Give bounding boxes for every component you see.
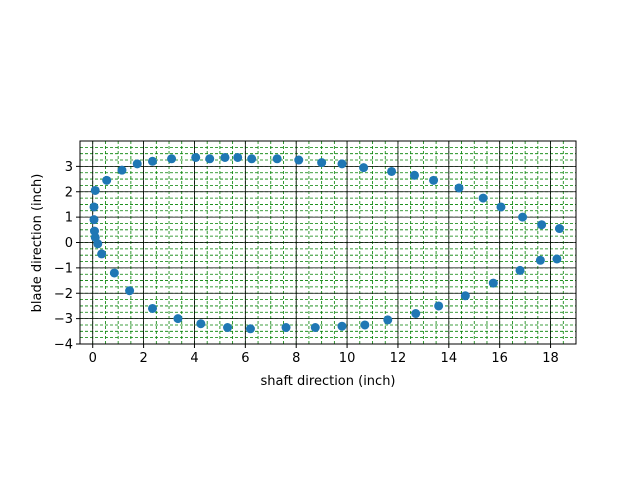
data-point <box>89 202 99 212</box>
data-point <box>167 154 177 164</box>
data-point <box>478 193 488 203</box>
x-axis-ticks: 0 2 4 6 8 10 12 14 16 18 <box>89 344 559 366</box>
data-point <box>488 278 498 288</box>
x-tick-label: 16 <box>491 351 508 366</box>
plot-area <box>79 140 577 345</box>
data-point <box>383 315 393 325</box>
data-point <box>90 185 100 195</box>
x-tick-label: 14 <box>441 351 458 366</box>
data-point <box>411 309 421 319</box>
data-point <box>205 154 215 164</box>
data-point <box>454 183 464 193</box>
x-tick-label: 18 <box>542 351 559 366</box>
data-point <box>147 303 157 313</box>
x-tick-label: 10 <box>339 351 356 366</box>
data-points <box>89 152 564 334</box>
x-axis-label: shaft direction (inch) <box>260 374 395 389</box>
data-point <box>460 291 470 301</box>
y-tick-label: −2 <box>54 287 73 302</box>
data-point <box>109 268 119 278</box>
data-point <box>409 170 419 180</box>
y-tick-label: 0 <box>65 236 73 251</box>
data-point <box>552 254 562 264</box>
data-point <box>93 239 103 249</box>
y-axis-label: blade direction (inch) <box>30 174 45 313</box>
data-point <box>515 265 525 275</box>
data-point <box>429 175 439 185</box>
data-point <box>233 152 243 162</box>
data-point <box>220 152 230 162</box>
data-point <box>294 155 304 165</box>
x-tick-label: 0 <box>89 351 97 366</box>
data-point <box>125 286 135 296</box>
x-tick-label: 2 <box>139 351 147 366</box>
data-point <box>317 158 327 168</box>
x-tick-label: 8 <box>292 351 300 366</box>
data-point <box>173 314 183 324</box>
data-point <box>223 323 233 333</box>
data-point <box>245 324 255 334</box>
x-tick-label: 4 <box>190 351 198 366</box>
data-point <box>97 249 107 259</box>
data-point <box>359 163 369 173</box>
data-point <box>191 152 201 162</box>
data-point <box>147 156 157 166</box>
data-point <box>247 154 257 164</box>
y-tick-label: 3 <box>65 160 73 175</box>
y-tick-label: −1 <box>54 261 73 276</box>
data-point <box>337 321 347 331</box>
data-point <box>434 301 444 311</box>
data-point <box>310 323 320 333</box>
data-point <box>102 175 112 185</box>
data-point <box>496 202 506 212</box>
data-point <box>518 212 528 222</box>
data-point <box>535 255 545 265</box>
y-axis-ticks: −4 −3 −2 −1 0 1 2 3 <box>54 160 80 353</box>
data-point <box>360 320 370 330</box>
data-point <box>337 159 347 169</box>
x-tick-label: 6 <box>241 351 249 366</box>
y-tick-label: −4 <box>54 338 73 353</box>
data-point <box>196 319 206 329</box>
y-tick-label: 2 <box>65 185 73 200</box>
data-point <box>387 166 397 176</box>
data-point <box>281 323 291 333</box>
y-tick-label: −3 <box>54 312 73 327</box>
data-point <box>117 165 127 175</box>
data-point <box>132 159 142 169</box>
x-tick-label: 12 <box>390 351 407 366</box>
data-point <box>272 154 282 164</box>
data-point <box>89 215 99 225</box>
data-point <box>537 220 547 230</box>
y-tick-label: 1 <box>65 211 73 226</box>
data-point <box>554 224 564 234</box>
